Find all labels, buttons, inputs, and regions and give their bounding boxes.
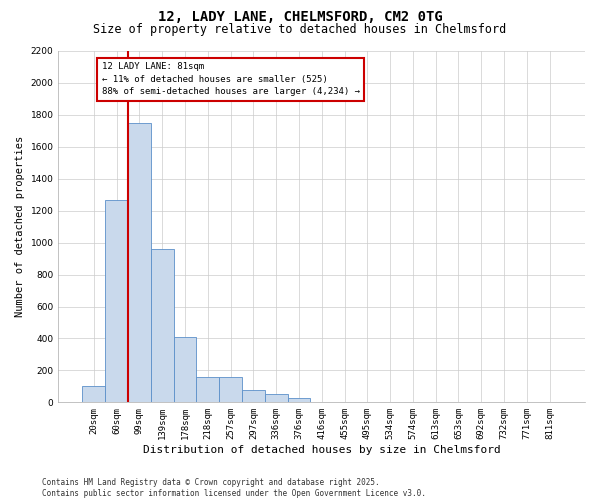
X-axis label: Distribution of detached houses by size in Chelmsford: Distribution of detached houses by size …: [143, 445, 500, 455]
Text: Contains HM Land Registry data © Crown copyright and database right 2025.
Contai: Contains HM Land Registry data © Crown c…: [42, 478, 426, 498]
Bar: [82, 386, 105, 402]
Bar: [105, 200, 128, 402]
Y-axis label: Number of detached properties: Number of detached properties: [15, 136, 25, 318]
Bar: [242, 390, 265, 402]
Text: 12, LADY LANE, CHELMSFORD, CM2 0TG: 12, LADY LANE, CHELMSFORD, CM2 0TG: [158, 10, 442, 24]
Bar: [265, 394, 287, 402]
Text: 12 LADY LANE: 81sqm
← 11% of detached houses are smaller (525)
88% of semi-detac: 12 LADY LANE: 81sqm ← 11% of detached ho…: [102, 62, 360, 96]
Bar: [196, 377, 219, 402]
Bar: [128, 123, 151, 402]
Bar: [219, 377, 242, 402]
Bar: [151, 249, 173, 402]
Text: Size of property relative to detached houses in Chelmsford: Size of property relative to detached ho…: [94, 22, 506, 36]
Bar: [287, 398, 310, 402]
Bar: [173, 337, 196, 402]
